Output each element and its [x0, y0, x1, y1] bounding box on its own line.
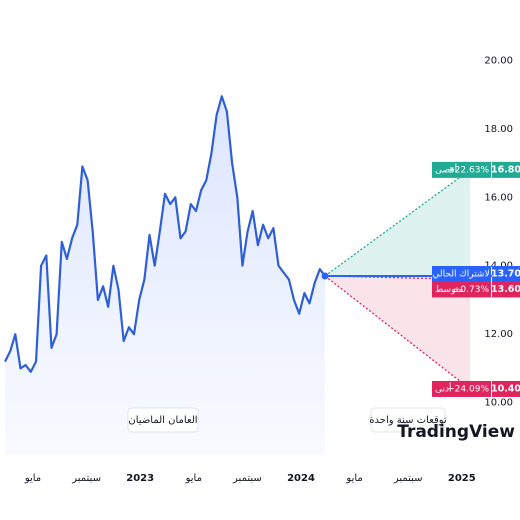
x-tick-label: 2024	[287, 473, 315, 484]
x-tick-label: مايو	[24, 473, 41, 484]
x-tick-label: مايو	[185, 473, 202, 484]
x-tick-label: 2023	[126, 473, 154, 484]
y-tick-label: 20.00	[484, 55, 513, 66]
label-box	[492, 161, 520, 178]
name-label: أدنى	[435, 382, 452, 394]
label-box	[492, 266, 520, 282]
label-box	[492, 281, 520, 298]
name-label: متوسط	[435, 285, 463, 295]
logo: TradingView	[397, 422, 515, 442]
y-tick-label: 16.00	[484, 192, 513, 203]
change-label: −0.73%	[453, 285, 490, 295]
label-box	[432, 266, 491, 282]
value-label: 13.60	[491, 284, 520, 295]
forecast-line	[324, 275, 471, 390]
y-tick-label: 18.00	[484, 124, 513, 135]
annotation: توقعات سنة واحدة	[369, 415, 447, 426]
price-line	[4, 95, 326, 373]
x-tick-label: سبتمبر	[393, 473, 423, 484]
label-box	[432, 380, 491, 397]
annotation: العامان الماضيان	[128, 415, 197, 426]
name-label: لاشتراك الحالي	[432, 270, 489, 280]
value-label: 16.80	[491, 164, 520, 175]
label-box	[432, 281, 491, 298]
change-label: −24.09%	[447, 384, 489, 394]
value-label: 13.70	[491, 269, 520, 280]
annotation-box	[370, 407, 446, 433]
y-tick-label: 10.00	[484, 398, 513, 409]
current-point	[321, 272, 329, 280]
value-label: 10.40	[491, 383, 520, 394]
area	[5, 96, 325, 455]
x-tick-label: سبتمبر	[232, 473, 262, 484]
name-label: أقصى	[435, 163, 457, 175]
x-tick-label: سبتمبر	[71, 473, 101, 484]
label-box	[432, 161, 491, 178]
plot: 10.0012.0014.0016.0018.0020.00مايوسبتمبر…	[4, 55, 520, 484]
forecast-line	[324, 169, 471, 277]
annotation-box	[127, 407, 199, 433]
x-tick-label: 2025	[448, 473, 476, 484]
change-label: +22.63%	[447, 165, 489, 175]
label-box	[492, 380, 520, 397]
x-tick-label: مايو	[345, 473, 362, 484]
y-tick-label: 12.00	[484, 329, 513, 340]
